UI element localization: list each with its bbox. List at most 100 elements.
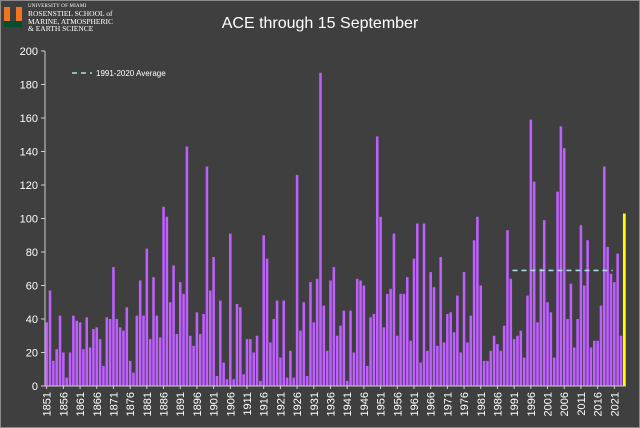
bar-1938	[335, 335, 339, 386]
bar-2002	[549, 312, 553, 386]
bar-1881	[145, 248, 149, 386]
bar-1954	[389, 288, 392, 386]
bar-1906	[229, 233, 232, 386]
bar-1963	[419, 362, 422, 386]
bar-2009	[572, 347, 576, 386]
bar-2010	[576, 319, 579, 386]
bar-1984	[489, 350, 493, 386]
x-tick-label: 1896	[192, 392, 204, 416]
x-tick-label: 1901	[209, 392, 221, 416]
bar-1950	[375, 136, 379, 386]
bar-1868	[102, 365, 105, 386]
bar-2016	[596, 340, 599, 386]
bar-1942	[349, 310, 352, 386]
logo-school-name-1: ROSENSTIEL SCHOOL of	[28, 9, 113, 18]
bar-1915	[259, 380, 262, 386]
bar-1969	[439, 257, 442, 386]
bar-1941	[345, 380, 349, 386]
bar-1904	[222, 362, 225, 386]
bar-2018	[603, 166, 606, 386]
bar-1866	[95, 327, 99, 386]
y-tick-label: 120	[20, 180, 38, 192]
bar-1974	[456, 295, 459, 386]
bar-1995	[526, 295, 529, 386]
bar-1957	[399, 293, 402, 386]
bar-1894	[188, 335, 192, 386]
bar-2021	[613, 282, 616, 386]
bar-2011	[579, 225, 583, 386]
bar-1940	[342, 310, 346, 386]
x-tick-label: 1971	[442, 392, 454, 416]
bar-1991	[512, 339, 516, 386]
bar-1983	[486, 360, 489, 386]
university-logo: UNIVERSITY OF MIAMI ROSENSTIEL SCHOOL of…	[4, 4, 134, 38]
bar-1861	[78, 322, 82, 386]
bar-1979	[472, 240, 476, 386]
bar-1916	[262, 235, 265, 386]
bar-1896	[195, 312, 199, 386]
bar-1953	[385, 293, 389, 386]
bar-1947	[365, 365, 369, 386]
x-tick-label: 1911	[242, 392, 254, 416]
x-tick-label: 1961	[409, 392, 421, 416]
x-tick-label: 2006	[559, 392, 571, 416]
bar-1913	[252, 352, 255, 386]
bar-1910	[242, 374, 245, 386]
bar-1971	[446, 313, 449, 386]
bar-2022	[616, 253, 619, 386]
bar-1852	[48, 290, 52, 386]
logo-school-name-2: MARINE, ATMOSPHERIC	[28, 16, 114, 26]
bar-1973	[452, 332, 456, 386]
bar-1988	[502, 325, 506, 386]
bar-1996	[529, 119, 533, 387]
bar-1949	[372, 313, 376, 386]
bar-1875	[125, 307, 129, 386]
bar-1918	[269, 342, 272, 386]
bar-1885	[158, 337, 162, 386]
bar-1880	[142, 315, 145, 386]
bar-1857	[65, 377, 68, 386]
bar-1961	[412, 258, 416, 386]
bar-1907	[232, 379, 235, 386]
bar-1997	[532, 181, 536, 386]
bar-1917	[265, 258, 269, 386]
bar-1980	[476, 216, 479, 386]
bar-1853	[52, 360, 55, 386]
x-tick-label: 1891	[175, 392, 187, 416]
bar-1944	[355, 278, 359, 386]
x-tick-label: 1931	[309, 392, 321, 416]
bar-1967	[432, 287, 436, 386]
bar-1960	[409, 340, 412, 386]
bar-1925	[292, 377, 296, 386]
x-tick-label: 1956	[392, 392, 404, 416]
bar-1948	[369, 317, 372, 386]
bar-1987	[499, 350, 503, 386]
bar-1959	[406, 277, 409, 386]
bar-1998	[536, 322, 539, 386]
bar-2003	[552, 357, 556, 386]
bar-2007	[566, 319, 569, 386]
y-tick-label: 160	[20, 113, 38, 125]
bar-1926	[295, 174, 299, 386]
bar-1958	[402, 293, 406, 386]
bar-2006	[562, 148, 566, 386]
bar-1951	[379, 216, 382, 386]
x-tick-label: 1986	[492, 392, 504, 416]
x-tick-label: 1941	[342, 392, 354, 416]
bar-2023	[619, 335, 623, 386]
bar-1879	[138, 280, 142, 386]
bar-1877	[132, 372, 135, 386]
bar-1887	[165, 216, 169, 386]
bar-1972	[449, 312, 452, 386]
x-tick-label: 1916	[259, 392, 271, 416]
x-tick-label: 1996	[526, 392, 538, 416]
y-tick-label: 20	[26, 348, 38, 360]
bar-2008	[569, 283, 573, 386]
bar-2015	[593, 340, 596, 386]
bar-1970	[442, 342, 446, 386]
y-tick-label: 80	[26, 247, 38, 259]
bar-1920	[275, 300, 279, 386]
bar-2005	[559, 126, 563, 386]
x-tick-label: 2021	[609, 392, 621, 416]
